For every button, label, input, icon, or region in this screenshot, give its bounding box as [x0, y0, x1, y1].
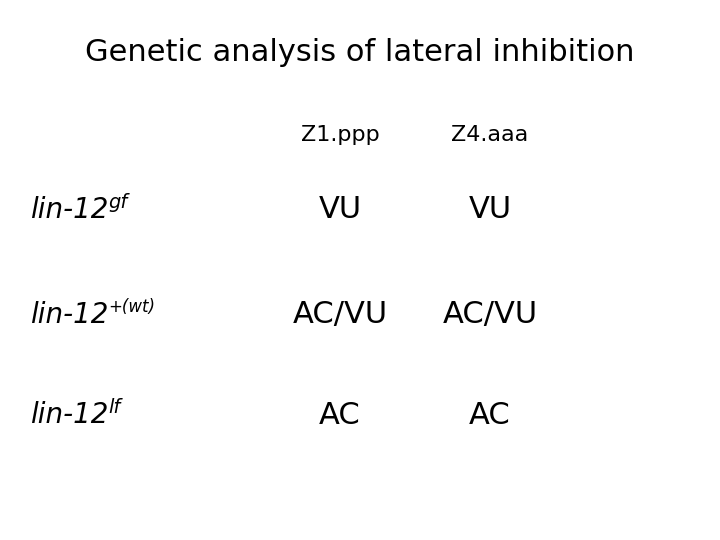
Text: lin-12: lin-12 — [30, 401, 109, 429]
Text: AC/VU: AC/VU — [442, 300, 538, 329]
Text: AC: AC — [469, 401, 511, 429]
Text: lf: lf — [109, 398, 121, 417]
Text: Z4.aaa: Z4.aaa — [451, 125, 528, 145]
Text: gf: gf — [109, 193, 127, 212]
Text: AC/VU: AC/VU — [292, 300, 387, 329]
Text: Genetic analysis of lateral inhibition: Genetic analysis of lateral inhibition — [85, 38, 635, 67]
Text: +(wt): +(wt) — [109, 299, 156, 316]
Text: VU: VU — [469, 195, 512, 225]
Text: VU: VU — [318, 195, 361, 225]
Text: lin-12: lin-12 — [30, 301, 109, 329]
Text: lin-12: lin-12 — [30, 196, 109, 224]
Text: Z1.ppp: Z1.ppp — [301, 125, 379, 145]
Text: AC: AC — [319, 401, 361, 429]
